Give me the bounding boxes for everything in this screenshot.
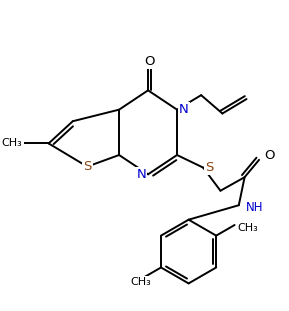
Text: N: N — [136, 168, 146, 181]
Text: CH₃: CH₃ — [238, 223, 258, 233]
Text: CH₃: CH₃ — [2, 138, 23, 148]
Text: O: O — [145, 55, 155, 68]
Text: S: S — [205, 161, 213, 174]
Text: O: O — [264, 149, 274, 161]
Text: S: S — [83, 160, 91, 173]
Text: N: N — [179, 103, 189, 116]
Text: NH: NH — [246, 201, 263, 214]
Text: CH₃: CH₃ — [130, 277, 151, 287]
